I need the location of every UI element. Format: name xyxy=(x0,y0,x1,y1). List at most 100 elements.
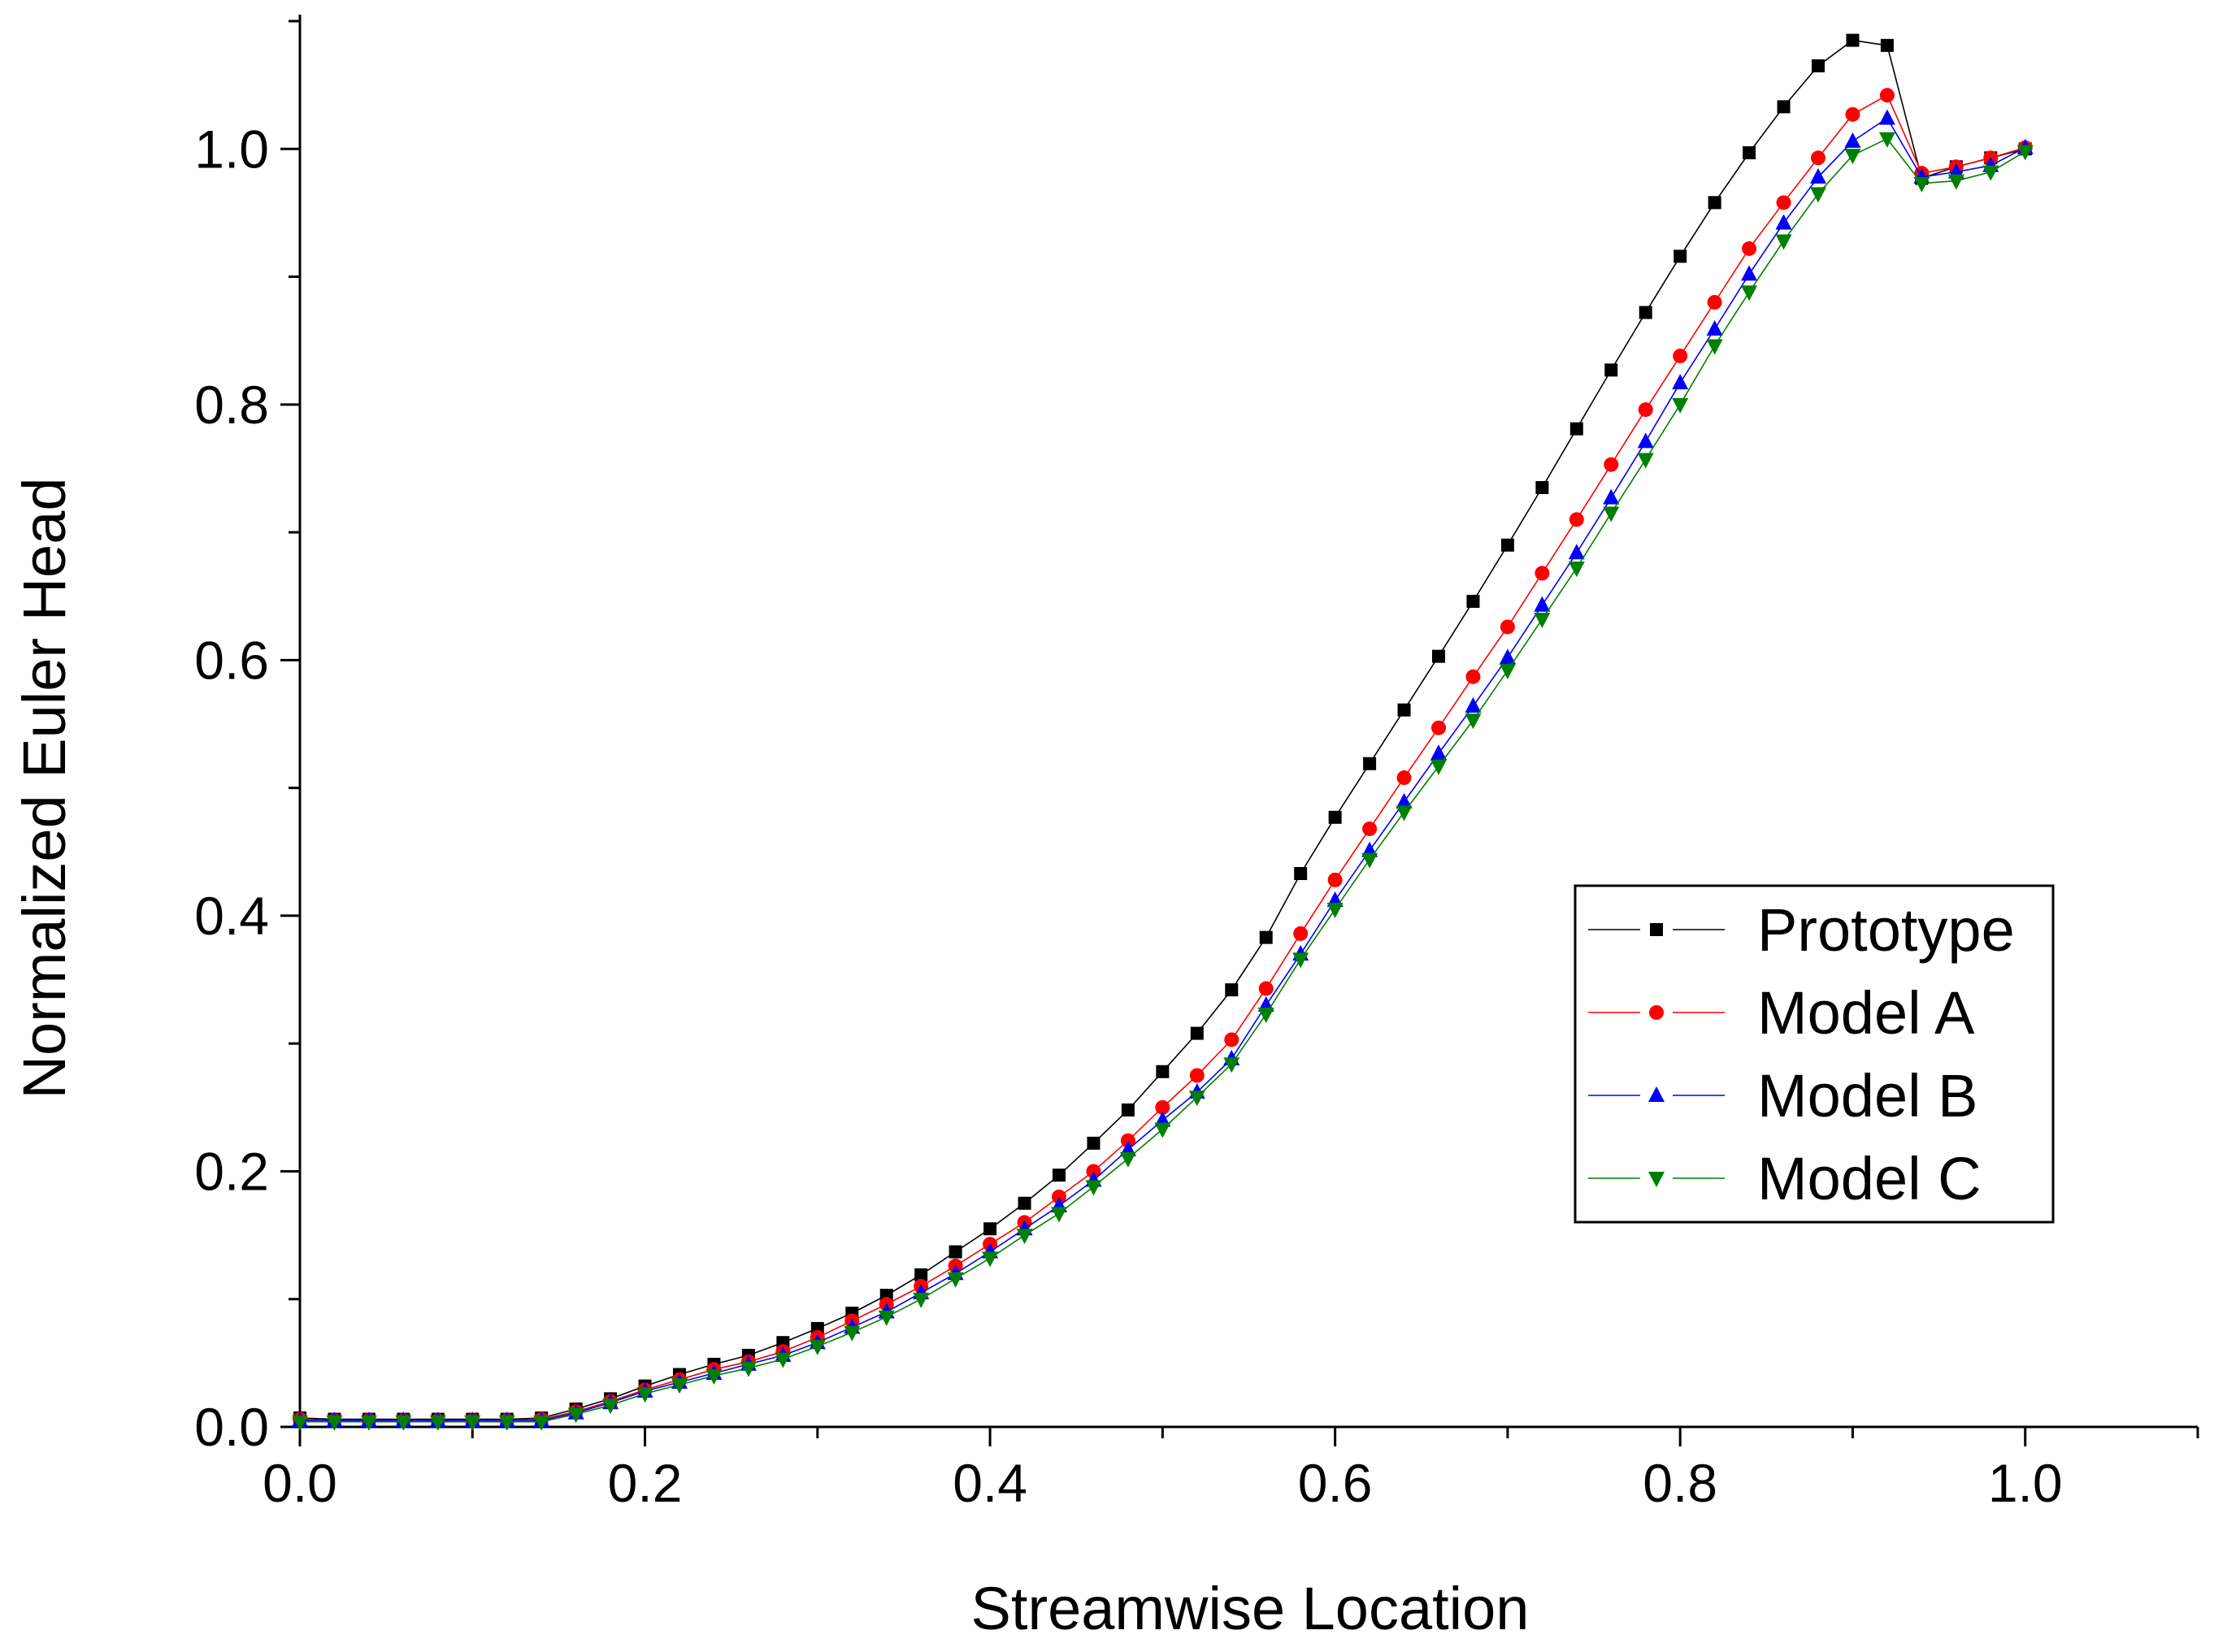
data-point-model-c xyxy=(1982,165,1999,181)
data-point-model-c xyxy=(1603,506,1620,522)
data-point-model-c xyxy=(1223,1057,1240,1073)
y-tick-label: 0.8 xyxy=(194,375,269,435)
legend-item-model-c: Model C xyxy=(1588,1145,1982,1212)
data-point-model-a xyxy=(1742,241,1757,256)
data-point-model-b xyxy=(1568,544,1585,560)
x-tick-label: 0.8 xyxy=(1643,1453,1717,1513)
data-point-prototype xyxy=(1018,1196,1031,1210)
data-point-prototype xyxy=(1397,703,1411,717)
data-point-model-a xyxy=(1638,402,1653,418)
data-point-prototype xyxy=(1432,649,1445,663)
data-point-prototype xyxy=(1121,1103,1135,1117)
data-point-model-a xyxy=(1362,821,1378,836)
data-point-model-b xyxy=(1534,596,1551,612)
data-point-prototype xyxy=(1500,538,1514,552)
data-point-model-c xyxy=(1016,1229,1033,1245)
data-point-prototype xyxy=(1846,33,1860,47)
data-point-model-c xyxy=(1085,1180,1102,1196)
y-tick-label: 0.4 xyxy=(194,886,269,946)
data-point-prototype xyxy=(1053,1169,1066,1182)
data-point-model-a xyxy=(1776,195,1791,210)
data-point-model-c xyxy=(1292,952,1309,969)
data-point-model-a xyxy=(1258,981,1274,996)
data-point-model-a xyxy=(1052,1189,1066,1204)
data-point-model-a xyxy=(1569,512,1584,527)
data-point-model-c xyxy=(1844,149,1861,165)
data-point-model-a xyxy=(1604,457,1619,472)
y-tick-label: 0.2 xyxy=(194,1141,269,1201)
data-point-model-c xyxy=(533,1415,550,1431)
data-point-prototype xyxy=(1674,249,1687,263)
legend-item-model-b: Model B xyxy=(1588,1062,1977,1130)
data-point-model-b xyxy=(1430,744,1447,761)
data-point-model-a xyxy=(1465,669,1481,684)
data-point-model-c xyxy=(947,1272,964,1288)
data-point-model-b xyxy=(1810,167,1826,184)
legend-marker-model-c xyxy=(1648,1172,1665,1187)
data-point-model-c xyxy=(429,1415,446,1431)
data-point-prototype xyxy=(1363,757,1377,770)
legend-item-prototype: Prototype xyxy=(1588,896,2015,964)
legend-marker-prototype xyxy=(1650,923,1663,936)
axes: 0.0 0.2 0.4 0.6 0.8 1.0 0.0 0.2 0.4 0.6 0.8 1.0 xyxy=(194,15,2199,1513)
data-point-prototype xyxy=(1708,196,1721,210)
data-point-model-a xyxy=(1224,1032,1239,1047)
data-point-model-c xyxy=(1534,613,1551,629)
x-tick-label: 0.4 xyxy=(953,1453,1027,1513)
data-point-model-a xyxy=(1293,926,1309,941)
data-point-model-a xyxy=(1396,770,1412,786)
data-point-model-b xyxy=(1775,214,1792,230)
data-point-prototype xyxy=(949,1245,962,1259)
data-point-model-a xyxy=(1120,1133,1135,1148)
legend: Prototype Model A Model B Model C xyxy=(1574,884,2055,1224)
data-point-model-c xyxy=(1878,132,1895,148)
data-point-model-c xyxy=(1465,713,1482,730)
data-point-model-c xyxy=(1775,234,1792,250)
data-point-model-c xyxy=(1396,805,1413,822)
data-point-model-c xyxy=(1188,1090,1205,1107)
data-point-model-c xyxy=(464,1415,481,1431)
data-point-model-b xyxy=(1706,320,1723,336)
data-point-model-a xyxy=(1811,150,1825,166)
data-point-model-c xyxy=(982,1251,999,1268)
data-point-model-c xyxy=(1361,852,1378,869)
data-point-model-a xyxy=(1086,1164,1101,1179)
data-point-model-c xyxy=(395,1415,412,1431)
data-point-model-c xyxy=(878,1310,895,1326)
data-point-prototype xyxy=(1087,1136,1100,1150)
y-tick-label: 0.0 xyxy=(194,1397,269,1457)
data-point-model-a xyxy=(1189,1068,1205,1083)
series-model-c xyxy=(292,132,2034,1431)
data-point-model-c xyxy=(775,1352,792,1368)
data-point-model-c xyxy=(498,1415,515,1431)
legend-box xyxy=(1574,884,2055,1224)
x-tick-label: 1.0 xyxy=(1988,1453,2063,1513)
data-point-model-a xyxy=(1673,349,1688,364)
data-point-prototype xyxy=(914,1268,928,1281)
data-point-model-c xyxy=(1947,174,1964,190)
data-point-model-c xyxy=(2016,145,2034,161)
data-point-model-c xyxy=(1257,1008,1274,1024)
data-point-model-c xyxy=(292,1415,308,1431)
data-point-model-c xyxy=(1706,339,1723,355)
data-point-prototype xyxy=(1259,930,1273,944)
data-point-model-a xyxy=(1500,619,1515,635)
data-point-model-b xyxy=(1499,648,1516,665)
data-point-model-c xyxy=(1326,903,1344,919)
data-point-model-c xyxy=(671,1378,688,1394)
data-point-model-a xyxy=(1707,295,1722,310)
data-point-model-b xyxy=(1396,792,1413,809)
data-point-model-c xyxy=(1913,176,1930,193)
data-point-prototype xyxy=(1190,1026,1204,1040)
data-point-prototype xyxy=(1880,38,1894,52)
x-tick-label: 0.6 xyxy=(1298,1453,1373,1513)
y-axis-title: Normalized Euler Head xyxy=(11,477,78,1099)
data-point-model-c xyxy=(1051,1207,1067,1223)
data-point-model-a xyxy=(1155,1099,1170,1115)
data-point-model-c xyxy=(360,1415,377,1431)
data-point-model-c xyxy=(1672,397,1689,414)
data-point-model-c xyxy=(1430,759,1447,775)
data-point-prototype xyxy=(1569,422,1583,436)
data-point-model-c xyxy=(567,1407,584,1424)
data-point-model-c xyxy=(1119,1151,1136,1168)
